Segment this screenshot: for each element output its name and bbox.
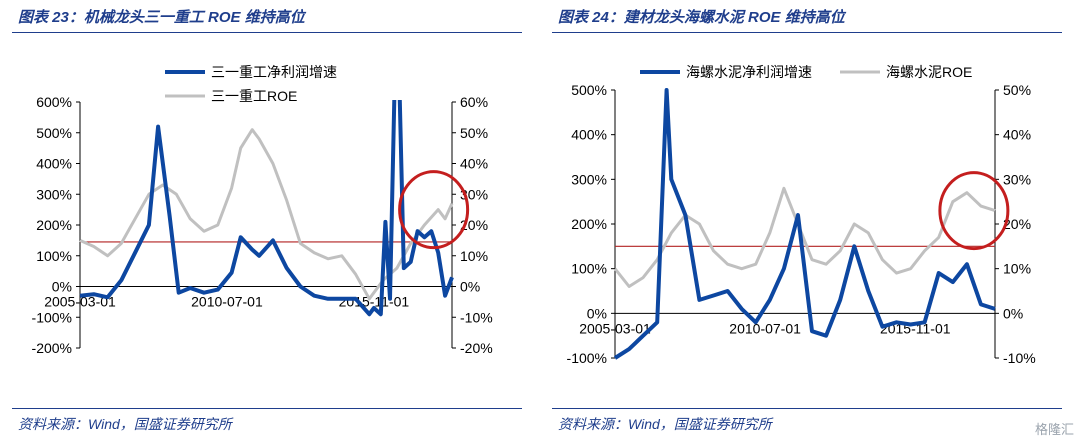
legend-label: 海螺水泥ROE	[886, 64, 972, 80]
source-divider	[552, 408, 1062, 409]
x-tick-label: 2010-07-01	[191, 294, 263, 310]
watermark-logo: 格隆汇	[1034, 422, 1074, 437]
right-tick-label: -10%	[1003, 350, 1036, 366]
highlight-circle	[938, 171, 1010, 251]
left-tick-label: 500%	[36, 125, 72, 141]
right-tick-label: 10%	[460, 248, 488, 264]
source-note: 资料来源：Wind，国盛证券研究所	[558, 416, 772, 432]
right-tick-label: 20%	[1003, 216, 1031, 232]
left-tick-label: -200%	[32, 340, 72, 356]
left-tick-label: 300%	[571, 171, 607, 187]
right-tick-label: 10%	[1003, 261, 1031, 277]
series-line-profit-growth	[613, 88, 996, 360]
highlight-circle	[398, 170, 470, 250]
right-tick-label: 60%	[460, 94, 488, 110]
right-tick-label: 0%	[1003, 305, 1023, 321]
left-tick-label: 400%	[571, 127, 607, 143]
title-divider	[12, 32, 522, 33]
chart-title: 图表 24：建材龙头海螺水泥 ROE 维持高位	[558, 9, 845, 26]
left-tick-label: -100%	[567, 350, 607, 366]
right-tick-label: -20%	[460, 340, 493, 356]
right-tick-label: 0%	[460, 279, 480, 295]
legend-label: 三一重工ROE	[211, 88, 297, 104]
left-tick-label: 600%	[36, 94, 72, 110]
right-tick-label: 50%	[460, 125, 488, 141]
series-line-profit-growth	[79, 100, 454, 317]
chart-panel-left: 图表 23：机械龙头三一重工 ROE 维持高位 -200% -100% 0% 100%…	[12, 9, 522, 432]
left-tick-label: 500%	[571, 82, 607, 98]
left-tick-label: 100%	[36, 248, 72, 264]
x-tick-label: 2005-03-01	[579, 320, 651, 336]
left-tick-label: 400%	[36, 156, 72, 172]
chart-sany: -200% -100% 0% 100% 200% 300% 400% 500% 600% -20%…	[32, 64, 493, 356]
left-tick-label: 200%	[571, 216, 607, 232]
right-tick-label: 40%	[1003, 127, 1031, 143]
chart-conch: -100% 0% 100% 200% 300% 400% 500% -10% 0% 10% 20% 3…	[567, 64, 1036, 366]
right-tick-label: 40%	[460, 156, 488, 172]
left-tick-label: 100%	[571, 261, 607, 277]
source-divider	[12, 408, 522, 409]
left-tick-label: 300%	[36, 186, 72, 202]
chart-title: 图表 23：机械龙头三一重工 ROE 维持高位	[18, 9, 305, 26]
right-tick-label: 50%	[1003, 82, 1031, 98]
left-tick-label: 200%	[36, 217, 72, 233]
legend-label: 三一重工净利润增速	[211, 64, 337, 80]
series-line-roe	[79, 128, 454, 301]
left-tick-label: 0%	[587, 305, 607, 321]
right-tick-label: -10%	[460, 309, 493, 325]
left-tick-label: -100%	[32, 309, 72, 325]
title-divider	[552, 32, 1062, 33]
source-note: 资料来源：Wind，国盛证券研究所	[18, 416, 232, 432]
left-tick-label: 0%	[52, 279, 72, 295]
chart-panel-right: 图表 24：建材龙头海螺水泥 ROE 维持高位 -100% 0% 100% 200% 3…	[540, 0, 1080, 444]
right-tick-label: 30%	[1003, 171, 1031, 187]
x-tick-label: 2010-07-01	[729, 320, 801, 336]
x-tick-label: 2005-03-01	[44, 294, 116, 310]
series-line-roe	[613, 186, 996, 288]
legend-label: 海螺水泥净利润增速	[686, 64, 812, 80]
